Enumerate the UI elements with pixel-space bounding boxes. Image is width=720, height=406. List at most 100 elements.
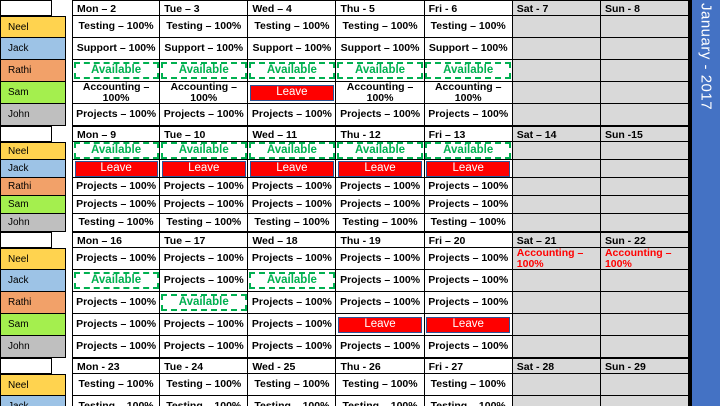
day-header[interactable]: Tue – 10 (160, 126, 249, 142)
day-header[interactable]: Fri – 13 (424, 126, 513, 142)
corner-cell[interactable] (0, 126, 52, 142)
weekend-task-cell[interactable]: Accounting – 100% (600, 248, 690, 270)
schedule-cell[interactable]: Leave (72, 160, 161, 178)
schedule-cell[interactable]: Leave (336, 314, 425, 336)
schedule-cell[interactable]: Projects – 100% (72, 314, 161, 336)
schedule-cell[interactable]: Leave (248, 82, 337, 104)
schedule-cell[interactable]: Projects – 100% (424, 248, 513, 270)
schedule-cell[interactable]: Projects – 100% (336, 104, 425, 126)
schedule-cell[interactable] (600, 374, 690, 396)
schedule-cell[interactable]: Testing – 100% (72, 374, 161, 396)
schedule-cell[interactable] (600, 38, 690, 60)
schedule-cell[interactable]: Support – 100% (160, 38, 249, 60)
day-header[interactable]: Sun -15 (600, 126, 690, 142)
day-header[interactable]: Tue – 3 (160, 0, 249, 16)
schedule-cell[interactable]: Testing – 100% (160, 16, 249, 38)
day-header[interactable]: Wed – 11 (248, 126, 337, 142)
person-name-cell[interactable]: Rathi (0, 60, 66, 82)
schedule-cell[interactable]: Support – 100% (424, 38, 513, 60)
schedule-cell[interactable]: Testing – 100% (248, 214, 337, 232)
day-header[interactable]: Fri - 27 (424, 358, 513, 374)
schedule-cell[interactable]: Available (72, 270, 161, 292)
schedule-cell[interactable] (512, 142, 601, 160)
schedule-cell[interactable] (512, 38, 601, 60)
schedule-cell[interactable] (512, 16, 601, 38)
schedule-cell[interactable] (512, 396, 601, 406)
schedule-cell[interactable] (512, 82, 601, 104)
schedule-cell[interactable]: Projects – 100% (160, 178, 249, 196)
person-name-cell[interactable]: Jack (0, 38, 66, 60)
schedule-cell[interactable]: Testing – 100% (336, 214, 425, 232)
schedule-cell[interactable] (600, 314, 690, 336)
schedule-cell[interactable] (512, 292, 601, 314)
person-name-cell[interactable]: Neel (0, 142, 66, 160)
schedule-cell[interactable]: Projects – 100% (336, 270, 425, 292)
schedule-cell[interactable] (600, 336, 690, 358)
schedule-cell[interactable]: Projects – 100% (424, 270, 513, 292)
schedule-cell[interactable]: Projects – 100% (160, 196, 249, 214)
schedule-cell[interactable]: Available (72, 60, 161, 82)
schedule-cell[interactable]: Leave (160, 160, 249, 178)
schedule-cell[interactable] (600, 160, 690, 178)
schedule-cell[interactable]: Projects – 100% (160, 104, 249, 126)
schedule-cell[interactable]: Projects – 100% (72, 104, 161, 126)
schedule-cell[interactable] (512, 270, 601, 292)
day-header[interactable]: Fri - 6 (424, 0, 513, 16)
schedule-cell[interactable]: Projects – 100% (336, 292, 425, 314)
person-name-cell[interactable]: Neel (0, 248, 66, 270)
schedule-cell[interactable]: Testing – 100% (424, 396, 513, 406)
schedule-cell[interactable]: Testing – 100% (160, 214, 249, 232)
schedule-cell[interactable]: Projects – 100% (160, 248, 249, 270)
schedule-cell[interactable]: Projects – 100% (72, 178, 161, 196)
schedule-cell[interactable]: Testing – 100% (160, 396, 249, 406)
corner-cell[interactable] (0, 232, 52, 248)
schedule-cell[interactable] (600, 292, 690, 314)
schedule-cell[interactable]: Testing – 100% (336, 16, 425, 38)
schedule-cell[interactable] (600, 82, 690, 104)
schedule-cell[interactable] (600, 196, 690, 214)
schedule-cell[interactable]: Available (248, 270, 337, 292)
schedule-cell[interactable] (600, 270, 690, 292)
schedule-cell[interactable]: Accounting – 100% (424, 82, 513, 104)
schedule-cell[interactable] (600, 178, 690, 196)
person-name-cell[interactable]: Sam (0, 196, 66, 214)
schedule-cell[interactable]: Support – 100% (248, 38, 337, 60)
person-name-cell[interactable]: Jack (0, 160, 66, 178)
schedule-cell[interactable]: Testing – 100% (336, 374, 425, 396)
day-header[interactable]: Sun - 29 (600, 358, 690, 374)
schedule-cell[interactable]: Projects – 100% (160, 314, 249, 336)
day-header[interactable]: Thu - 26 (336, 358, 425, 374)
schedule-cell[interactable]: Support – 100% (336, 38, 425, 60)
schedule-cell[interactable]: Available (160, 142, 249, 160)
person-name-cell[interactable]: John (0, 336, 66, 358)
person-name-cell[interactable]: John (0, 214, 66, 232)
person-name-cell[interactable]: Neel (0, 16, 66, 38)
day-header[interactable]: Thu - 12 (336, 126, 425, 142)
schedule-cell[interactable] (512, 196, 601, 214)
day-header[interactable]: Sat - 7 (512, 0, 601, 16)
person-name-cell[interactable]: Jack (0, 396, 66, 406)
day-header[interactable]: Fri – 20 (424, 232, 513, 248)
schedule-cell[interactable] (600, 142, 690, 160)
schedule-cell[interactable]: Projects – 100% (424, 178, 513, 196)
schedule-cell[interactable]: Available (424, 142, 513, 160)
schedule-cell[interactable]: Projects – 100% (248, 178, 337, 196)
schedule-cell[interactable]: Testing – 100% (424, 374, 513, 396)
day-header[interactable]: Wed – 18 (248, 232, 337, 248)
schedule-cell[interactable]: Projects – 100% (248, 314, 337, 336)
schedule-cell[interactable]: Available (72, 142, 161, 160)
schedule-cell[interactable] (600, 214, 690, 232)
schedule-cell[interactable]: Available (424, 60, 513, 82)
schedule-cell[interactable]: Available (248, 142, 337, 160)
schedule-cell[interactable]: Leave (424, 160, 513, 178)
schedule-cell[interactable] (512, 314, 601, 336)
day-header[interactable]: Sun - 22 (600, 232, 690, 248)
schedule-cell[interactable]: Projects – 100% (424, 196, 513, 214)
day-header[interactable]: Mon – 16 (72, 232, 161, 248)
schedule-cell[interactable]: Projects – 100% (72, 336, 161, 358)
day-header[interactable]: Wed – 4 (248, 0, 337, 16)
schedule-cell[interactable]: Testing – 100% (72, 214, 161, 232)
corner-cell[interactable] (0, 358, 52, 374)
schedule-cell[interactable]: Projects – 100% (72, 196, 161, 214)
person-name-cell[interactable]: Jack (0, 270, 66, 292)
